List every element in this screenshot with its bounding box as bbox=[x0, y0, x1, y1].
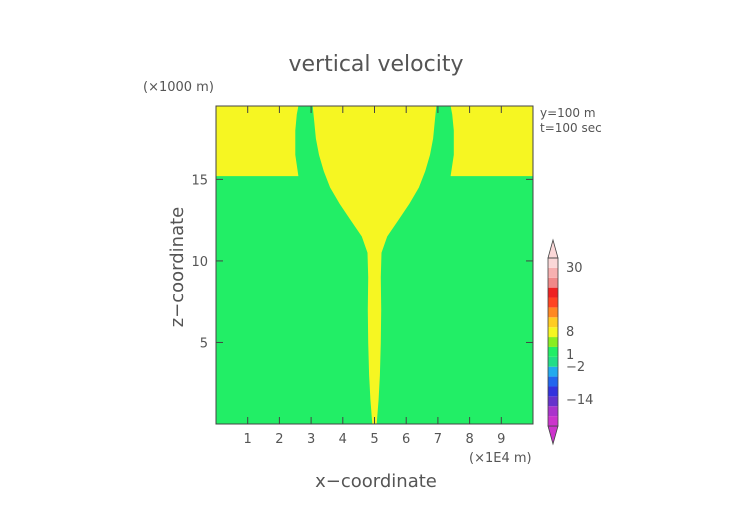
colorbar-segment bbox=[548, 317, 558, 328]
colorbar-segment bbox=[548, 327, 558, 338]
x-tick-label: 8 bbox=[465, 432, 473, 447]
x-tick-label: 1 bbox=[244, 432, 252, 447]
colorbar-tick-label: −14 bbox=[566, 393, 593, 408]
data-region-0 bbox=[312, 106, 437, 424]
data-region-1 bbox=[216, 106, 299, 177]
colorbar-segment bbox=[548, 297, 558, 308]
x-tick-label: 2 bbox=[275, 432, 283, 447]
colorbar: 30 8 1−2 −14 bbox=[547, 238, 593, 446]
data-regions bbox=[216, 106, 533, 424]
y-tick-label: 15 bbox=[191, 173, 208, 188]
colorbar-tick-label: 8 bbox=[566, 325, 574, 340]
colorbar-tick-label: −2 bbox=[566, 360, 585, 375]
colorbar-segment bbox=[548, 287, 558, 298]
y-axis-label: z−coordinate bbox=[167, 207, 188, 328]
colorbar-tick-label: 1 bbox=[566, 348, 574, 363]
colorbar-tick-label: 30 bbox=[566, 261, 583, 276]
x-tick-label: 3 bbox=[307, 432, 315, 447]
colorbar-bottom-arrow bbox=[547, 425, 559, 446]
x-tick-label: 7 bbox=[434, 432, 442, 447]
data-region-2 bbox=[450, 106, 533, 177]
colorbar-segment bbox=[548, 376, 558, 387]
colorbar-segment bbox=[548, 366, 558, 377]
colorbar-segment bbox=[548, 337, 558, 347]
colorbar-segment bbox=[548, 406, 558, 417]
annotation-y: y=100 m bbox=[540, 106, 596, 120]
axis-ticks: 1 2 3 4 5 6 7 8 9 5 10 15 bbox=[191, 106, 533, 447]
colorbar-segment bbox=[548, 396, 558, 407]
chart-title: vertical velocity bbox=[288, 52, 463, 77]
y-unit-label: (×1000 m) bbox=[143, 80, 214, 95]
x-tick-label: 4 bbox=[339, 432, 347, 447]
plot-area: 1 2 3 4 5 6 7 8 9 5 10 15 bbox=[191, 105, 534, 447]
x-tick-label: 5 bbox=[370, 432, 378, 447]
colorbar-segment bbox=[548, 386, 558, 397]
colorbar-segment bbox=[548, 258, 558, 268]
colorbar-segment bbox=[548, 356, 558, 367]
y-tick-label: 10 bbox=[191, 255, 208, 270]
colorbar-frame bbox=[547, 257, 559, 427]
colorbar-segment bbox=[548, 416, 558, 426]
colorbar-segment bbox=[548, 307, 558, 318]
y-tick-label: 5 bbox=[200, 336, 208, 351]
colorbar-top-arrow bbox=[547, 238, 559, 259]
colorbar-segment bbox=[548, 346, 558, 357]
annotation-t: t=100 sec bbox=[540, 121, 602, 135]
x-axis-label: x−coordinate bbox=[315, 471, 437, 492]
x-tick-label: 9 bbox=[497, 432, 505, 447]
x-unit-label: (×1E4 m) bbox=[469, 451, 532, 466]
colorbar-segment bbox=[548, 277, 558, 288]
x-tick-label: 6 bbox=[402, 432, 410, 447]
colorbar-segment bbox=[548, 267, 558, 278]
